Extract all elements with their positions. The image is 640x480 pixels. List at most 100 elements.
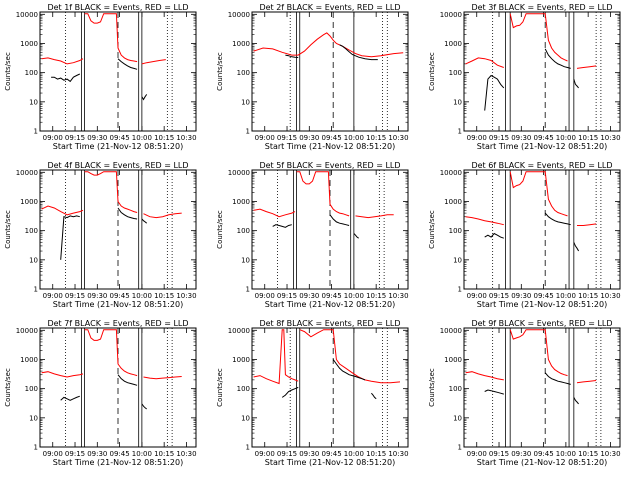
series-line-lld — [141, 59, 166, 65]
series-line-events — [281, 386, 299, 398]
series-line-events — [353, 233, 359, 239]
y-tick-label: 10 — [453, 414, 462, 422]
series-line-lld — [509, 329, 568, 377]
x-tick-label: 10:15 — [366, 292, 386, 300]
series-line-events — [484, 232, 504, 239]
x-tick-label: 10:15 — [578, 450, 598, 458]
series-lld — [41, 13, 166, 65]
series-line-events — [573, 242, 580, 252]
x-tick-label: 09:15 — [65, 134, 85, 142]
panel-2: Det 2f BLACK = Events, RED = LLD Counts/s… — [216, 3, 409, 151]
x-tick-label: 09:30 — [87, 292, 107, 300]
y-tick-label: 100 — [237, 69, 250, 77]
series-line-lld — [355, 214, 394, 219]
plot-frame — [463, 169, 621, 290]
x-tick-label: 10:30 — [600, 134, 620, 142]
series-line-lld — [253, 208, 296, 218]
y-tick-label: 10000 — [16, 327, 38, 335]
y-tick-label: 100 — [449, 227, 462, 235]
plot-frame — [251, 327, 409, 448]
y-tick-label: 1000 — [20, 40, 38, 48]
panel-4: Det 4f BLACK = Events, RED = LLD Counts/s… — [4, 161, 197, 309]
series-line-lld — [465, 57, 504, 68]
y-tick-label: 10 — [29, 98, 38, 106]
x-tick-label: 10:00 — [344, 450, 364, 458]
series-line-events — [117, 374, 138, 386]
x-axis-label: Start Time (21-Nov-12 08:51:20) — [265, 142, 395, 151]
x-tick-label: 10:15 — [578, 134, 598, 142]
x-tick-label: 09:00 — [43, 450, 63, 458]
y-tick-label: 100 — [237, 385, 250, 393]
y-tick-label: 10000 — [440, 327, 462, 335]
series-line-events — [573, 78, 579, 89]
x-tick-label: 09:15 — [277, 292, 297, 300]
y-tick-label: 100 — [25, 69, 38, 77]
y-tick-label: 1000 — [20, 198, 38, 206]
series-line-lld — [143, 376, 182, 380]
x-tick-label: 09:15 — [277, 450, 297, 458]
y-tick-label: 1 — [458, 444, 462, 452]
series-line-events — [544, 48, 571, 69]
series-line-lld — [509, 171, 568, 217]
x-tick-label: 09:30 — [299, 134, 319, 142]
x-axis-label: Start Time (21-Nov-12 08:51:20) — [477, 142, 607, 151]
series-line-lld — [465, 371, 504, 381]
x-tick-label: 09:00 — [43, 292, 63, 300]
panel-title: Det 2f BLACK = Events, RED = LLD — [259, 3, 400, 12]
y-axis-label: Counts/sec — [428, 52, 436, 91]
y-tick-label: 1 — [34, 128, 38, 136]
y-axis-label: Counts/sec — [428, 368, 436, 407]
y-tick-label: 1 — [34, 286, 38, 294]
y-axis-label: Counts/sec — [216, 368, 224, 407]
panel-5: Det 5f BLACK = Events, RED = LLD Counts/s… — [216, 161, 409, 309]
series-lld — [253, 329, 401, 385]
x-tick-label: 09:15 — [65, 292, 85, 300]
series-lld — [41, 171, 182, 219]
y-axis-label: Counts/sec — [4, 368, 12, 407]
x-tick-label: 10:30 — [388, 292, 408, 300]
series-line-events — [339, 44, 378, 61]
y-tick-label: 1000 — [444, 356, 462, 364]
y-tick-label: 10000 — [16, 169, 38, 177]
series-line-events — [51, 73, 81, 83]
y-axis-label: Counts/sec — [216, 210, 224, 249]
x-tick-label: 09:15 — [489, 292, 509, 300]
x-tick-label: 09:30 — [299, 292, 319, 300]
x-tick-label: 10:00 — [132, 292, 152, 300]
series-events — [60, 374, 147, 410]
x-tick-label: 09:45 — [321, 450, 341, 458]
x-tick-label: 10:00 — [556, 450, 576, 458]
y-tick-label: 1 — [246, 128, 250, 136]
series-events — [272, 214, 359, 239]
series-line-events — [573, 397, 579, 405]
x-tick-label: 10:30 — [176, 292, 196, 300]
series-events — [484, 48, 579, 111]
x-tick-label: 09:15 — [489, 134, 509, 142]
panel-7: Det 7f BLACK = Events, RED = LLD Counts/s… — [4, 319, 197, 467]
x-tick-label: 10:30 — [176, 134, 196, 142]
x-tick-label: 10:30 — [388, 134, 408, 142]
series-events — [281, 359, 377, 400]
x-tick-label: 09:45 — [533, 450, 553, 458]
series-line-lld — [84, 329, 138, 377]
panel-8: Det 8f BLACK = Events, RED = LLD Counts/s… — [216, 319, 409, 467]
x-tick-label: 10:00 — [556, 134, 576, 142]
x-axis-label: Start Time (21-Nov-12 08:51:20) — [53, 142, 183, 151]
x-tick-label: 09:30 — [511, 450, 531, 458]
x-tick-label: 09:45 — [109, 450, 129, 458]
series-line-events — [272, 224, 292, 228]
x-tick-label: 10:15 — [366, 450, 386, 458]
x-tick-label: 09:00 — [43, 134, 63, 142]
x-tick-label: 10:00 — [132, 450, 152, 458]
x-tick-label: 10:15 — [154, 450, 174, 458]
y-tick-label: 10000 — [228, 169, 250, 177]
panel-1: Det 1f BLACK = Events, RED = LLD Counts/s… — [4, 3, 197, 151]
y-tick-label: 1000 — [444, 40, 462, 48]
plot-frame — [39, 169, 197, 290]
x-tick-label: 10:30 — [600, 450, 620, 458]
y-tick-label: 10000 — [16, 11, 38, 19]
series-events — [285, 44, 378, 61]
y-tick-label: 10 — [29, 414, 38, 422]
x-axis-label: Start Time (21-Nov-12 08:51:20) — [477, 300, 607, 309]
series-line-events — [329, 214, 350, 226]
